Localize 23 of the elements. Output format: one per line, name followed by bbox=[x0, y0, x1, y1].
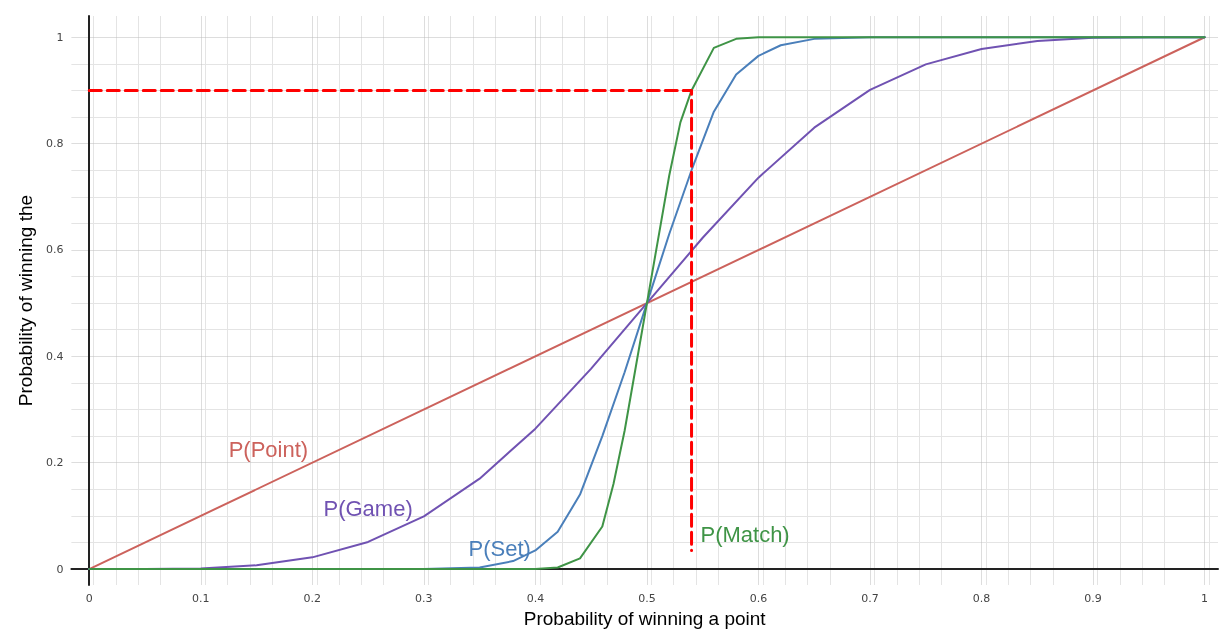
x-tick-label: 0.8 bbox=[972, 592, 991, 605]
y-tick-label: 1 bbox=[56, 30, 64, 44]
series-label: P(Point) bbox=[228, 437, 309, 463]
y-tick-label: 0.4 bbox=[45, 349, 64, 363]
x-axis-title: Probability of winning a point bbox=[523, 608, 767, 629]
x-tick-label: 0.9 bbox=[1084, 592, 1102, 605]
x-tick-label: 0 bbox=[85, 592, 93, 605]
x-tick-label: 0.2 bbox=[303, 592, 322, 605]
x-tick-label: 1 bbox=[1201, 592, 1209, 605]
y-tick-label: 0.2 bbox=[45, 456, 64, 470]
x-tick-label: 0.3 bbox=[415, 592, 433, 605]
y-axis-title: Probability of winning the bbox=[15, 194, 36, 407]
y-tick-label: 0 bbox=[56, 562, 64, 576]
x-tick-label: 0.6 bbox=[749, 592, 768, 605]
x-tick-label: 0.5 bbox=[638, 592, 656, 605]
series-label: P(Set) bbox=[468, 535, 531, 561]
text: P(Match) bbox=[700, 522, 790, 548]
series-label: P(Game) bbox=[323, 495, 413, 521]
y-tick-label: 0.8 bbox=[45, 137, 64, 151]
x-tick-label: 0.4 bbox=[526, 592, 545, 605]
x-tick-label: 0.1 bbox=[192, 592, 210, 605]
y-tick-label: 0.6 bbox=[45, 243, 64, 257]
x-tick-label: 0.7 bbox=[861, 592, 879, 605]
